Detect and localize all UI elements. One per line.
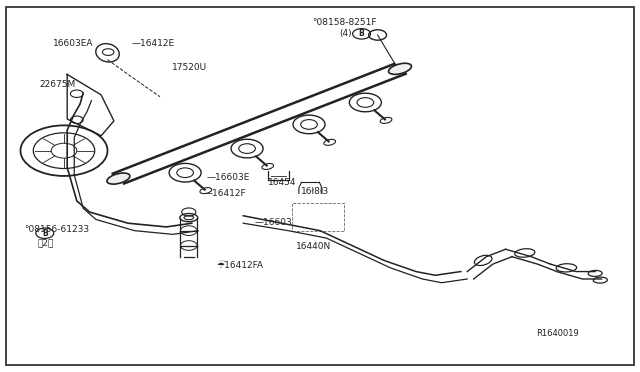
Text: —16412E: —16412E: [132, 39, 175, 48]
Text: 22675M: 22675M: [40, 80, 76, 89]
Ellipse shape: [107, 173, 130, 184]
Text: R1640019: R1640019: [536, 329, 579, 338]
Text: °08158-8251F: °08158-8251F: [312, 18, 377, 27]
Text: 16454: 16454: [268, 178, 296, 187]
Text: —16603: —16603: [255, 218, 292, 227]
Text: 16ł8ł3: 16ł8ł3: [301, 187, 329, 196]
Text: B: B: [359, 29, 364, 38]
Text: 17520U: 17520U: [172, 63, 207, 72]
Text: °08156-61233: °08156-61233: [24, 225, 90, 234]
Text: (4): (4): [339, 29, 352, 38]
Text: —16603E: —16603E: [206, 173, 250, 182]
Text: ☔16412FA: ☔16412FA: [216, 261, 263, 270]
Text: —16412F: —16412F: [204, 189, 246, 198]
Ellipse shape: [388, 63, 412, 74]
Text: 16440N: 16440N: [296, 242, 331, 251]
Text: B: B: [42, 229, 47, 238]
Text: 16603EA: 16603EA: [52, 39, 93, 48]
Text: 2、: 2、: [37, 238, 54, 247]
